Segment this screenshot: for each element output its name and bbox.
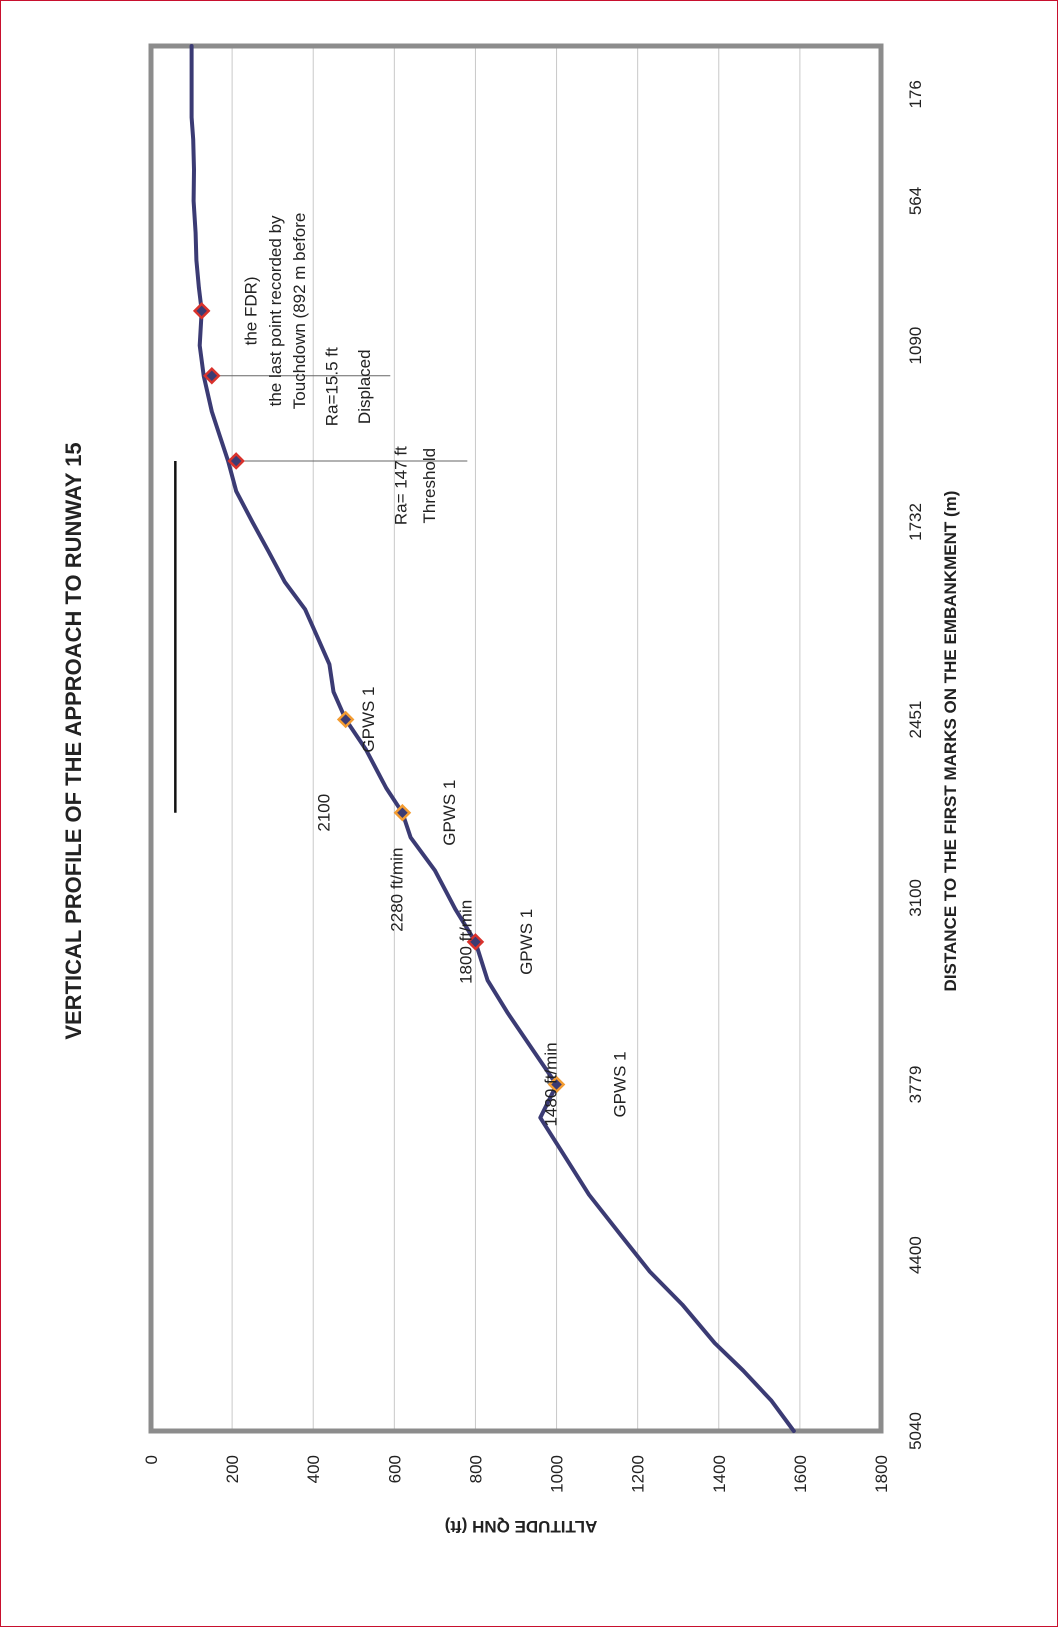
y-tick-label: 1600 [791, 1455, 810, 1493]
x-tick-labels: 5040 4400 3779 3100 2451 1732 1090 564 176 [906, 80, 925, 1450]
annotation-label: 1800 ft/min [456, 900, 475, 984]
gridlines [231, 46, 801, 1431]
gpws-marker [203, 366, 221, 385]
x-tick-label: 3779 [906, 1066, 925, 1104]
annotation-label: GPWS 1 [359, 686, 378, 752]
x-tick-label: 2451 [906, 701, 925, 739]
x-tick-label: 1732 [906, 503, 925, 541]
y-tick-label: 800 [466, 1455, 485, 1483]
y-tick-label: 0 [142, 1455, 161, 1464]
y-tick-label: 400 [304, 1455, 323, 1483]
gpws-marker [227, 452, 245, 470]
annotation-label: Displaced [355, 349, 374, 424]
callout-lines [207, 375, 468, 462]
y-axis-label: ALTITUDE QNH (ft) [445, 1517, 598, 1536]
x-tick-label: 1090 [906, 327, 925, 365]
annotation-label: GPWS 1 [440, 780, 459, 846]
y-tick-label: 200 [223, 1455, 242, 1483]
annotation-label: Threshold [420, 448, 439, 524]
gpws-marker [547, 1075, 566, 1094]
annotation-label: GPWS 1 [517, 909, 536, 975]
y-tick-label: 1000 [548, 1455, 567, 1493]
gpws-marker [192, 302, 211, 320]
x-tick-label: 3100 [906, 879, 925, 917]
x-tick-label: 176 [906, 80, 925, 108]
y-tick-label: 1200 [629, 1455, 648, 1493]
annotation-label: 1480 ft/min [542, 1042, 561, 1126]
y-tick-label: 1800 [872, 1455, 891, 1493]
gpws-marker [393, 803, 412, 822]
x-tick-label: 564 [906, 187, 925, 215]
annotation-label: the FDR) [241, 276, 260, 345]
plot-frame [148, 43, 884, 1434]
chart-title: VERTICAL PROFILE OF THE APPROACH TO RUNW… [61, 442, 86, 1039]
gpws-markers [192, 302, 566, 1094]
x-tick-label: 5040 [906, 1412, 925, 1450]
y-tick-labels: 0 200 400 600 800 1000 1200 1400 1600 1800 [142, 1455, 891, 1493]
annotation-label: the last point recorded by [266, 215, 285, 406]
annotation-label: Ra=15.5 ft [323, 347, 342, 426]
y-tick-label: 1400 [710, 1455, 729, 1493]
x-tick-label: 4400 [906, 1236, 925, 1274]
annotation-label: 2280 ft/min [387, 848, 406, 932]
annotation-label: Touchdown (892 m before [290, 213, 309, 410]
gpws-marker [466, 933, 485, 951]
annotation-label: Ra= 147 ft [392, 446, 411, 525]
gpws-marker [336, 710, 355, 729]
y-tick-label: 600 [385, 1455, 404, 1483]
x-axis-label: DISTANCE TO THE FIRST MARKS ON THE EMBAN… [941, 491, 960, 992]
annotations: GPWS 1 1480 ft/min GPWS 1 1800 ft/min GPWS 1… [241, 213, 629, 1127]
annotation-label: GPWS 1 [611, 1051, 630, 1117]
altitude-profile-line [189, 44, 796, 1433]
annotation-label: 2100 [314, 794, 333, 832]
